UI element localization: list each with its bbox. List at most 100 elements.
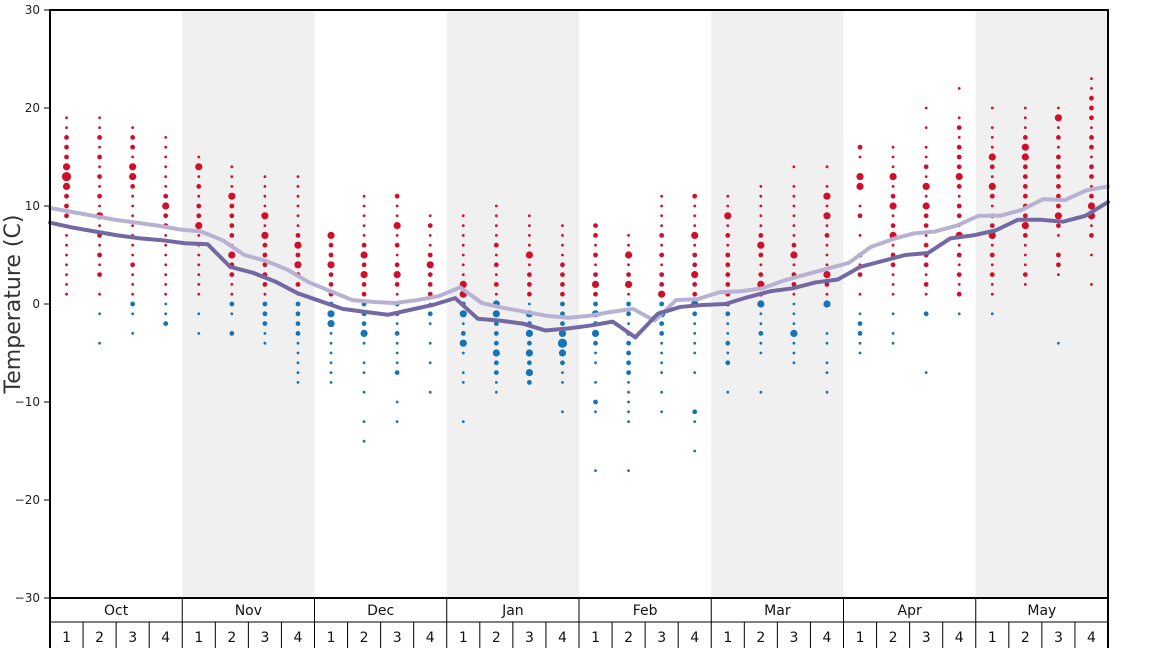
- month-bands: [182, 10, 1108, 598]
- temperature-dot: [1022, 272, 1028, 277]
- temperature-dot: [627, 322, 630, 325]
- temperature-dot: [825, 341, 829, 345]
- temperature-dot: [956, 213, 962, 219]
- temperature-dot: [956, 184, 962, 189]
- temperature-dot: [360, 251, 368, 259]
- temperature-dot: [395, 361, 399, 365]
- temperature-dot: [593, 252, 598, 258]
- temperature-dot: [825, 292, 829, 296]
- temperature-dot: [98, 165, 101, 169]
- temperature-dot: [693, 351, 697, 355]
- temperature-dot: [691, 271, 699, 279]
- week-label: 3: [1054, 630, 1063, 646]
- temperature-dot: [460, 331, 466, 336]
- month-label-feb: Feb: [633, 603, 658, 619]
- y-tick-label: 10: [25, 199, 40, 213]
- temperature-dot: [726, 194, 730, 198]
- temperature-dot: [427, 291, 433, 297]
- temperature-dot: [494, 224, 498, 228]
- temperature-dot: [792, 204, 796, 208]
- temperature-dot: [197, 292, 201, 296]
- week-label: 3: [789, 630, 798, 646]
- temperature-dot: [692, 193, 698, 199]
- week-label: 1: [856, 630, 865, 646]
- temperature-dot: [660, 204, 664, 208]
- temperature-dot: [955, 173, 963, 181]
- temperature-dot: [1056, 262, 1061, 268]
- x-axis: Oct 1 2 3 4 Nov 1 2 3 4 Dec 1 2 3 4 Jan 1 2 3 4 Feb 1 2 3 4 Mar 1 2…: [49, 598, 1109, 648]
- temperature-dot: [428, 322, 432, 325]
- temperature-dot: [525, 369, 534, 377]
- temperature-dot: [759, 390, 763, 394]
- temperature-dot: [98, 185, 101, 188]
- temperature-dot: [494, 234, 498, 237]
- temperature-dot: [164, 165, 168, 169]
- temperature-dot: [197, 194, 201, 198]
- temperature-dot: [263, 332, 267, 335]
- temperature-dot: [692, 262, 698, 268]
- temperature-dot: [428, 341, 432, 345]
- temperature-dot: [461, 234, 465, 237]
- temperature-dot: [328, 272, 334, 277]
- temperature-dot: [792, 214, 796, 218]
- temperature-dot: [361, 242, 367, 248]
- temperature-dot: [659, 282, 665, 287]
- series-line-2: [48, 200, 1110, 340]
- temperature-dot: [858, 155, 862, 159]
- temperature-dot: [164, 175, 168, 179]
- temperature-dot: [428, 234, 432, 237]
- temperature-dot: [1056, 174, 1061, 180]
- temperature-dot: [493, 331, 499, 336]
- temperature-dot: [627, 400, 630, 404]
- temperature-dot: [923, 311, 929, 317]
- temperature-dot: [923, 213, 929, 219]
- temperature-dot: [527, 272, 532, 277]
- temperature-dot: [924, 234, 928, 237]
- temperature-dot: [528, 263, 531, 267]
- temperature-dot: [64, 193, 69, 199]
- temperature-dot: [626, 301, 631, 307]
- temperature-dot: [131, 253, 135, 257]
- temperature-dot: [1089, 95, 1094, 101]
- temperature-dot: [792, 194, 796, 198]
- temperature-dot: [725, 272, 731, 277]
- temperature-dot: [494, 253, 498, 257]
- temperature-dot: [328, 242, 334, 248]
- temperature-dot: [627, 263, 630, 267]
- temperature-dot: [131, 126, 135, 129]
- temperature-dot: [990, 204, 994, 208]
- temperature-dot: [957, 116, 961, 120]
- temperature-dot: [990, 126, 994, 129]
- week-label: 4: [558, 630, 567, 646]
- temperature-dot: [362, 194, 366, 198]
- temperature-dot: [891, 283, 895, 286]
- temperature-dot: [594, 243, 597, 247]
- temperature-dot: [1056, 252, 1061, 258]
- temperature-dot: [924, 292, 928, 296]
- temperature-dot: [725, 233, 731, 238]
- week-label: 2: [756, 630, 765, 646]
- temperature-dot: [131, 273, 135, 276]
- temperature-dot: [1022, 135, 1028, 140]
- temperature-dot: [891, 243, 895, 247]
- temperature-dot: [1089, 115, 1094, 121]
- temperature-dot: [823, 271, 831, 279]
- temperature-dot: [98, 204, 101, 208]
- temperature-dot: [296, 214, 300, 218]
- temperature-dot: [197, 273, 201, 276]
- temperature-dot: [857, 272, 863, 277]
- temperature-dot: [858, 312, 862, 316]
- temperature-dot: [98, 341, 101, 345]
- week-label: 1: [988, 630, 997, 646]
- temperature-dot: [528, 214, 531, 218]
- temperature-dot: [990, 292, 994, 296]
- temperature-dot: [493, 282, 499, 287]
- temperature-dot: [924, 175, 928, 179]
- temperature-dot: [196, 203, 202, 209]
- temperature-dot: [659, 331, 665, 336]
- week-label: 3: [260, 630, 269, 646]
- temperature-dot: [229, 233, 235, 238]
- temperature-dot: [262, 311, 268, 317]
- week-label: 2: [624, 630, 633, 646]
